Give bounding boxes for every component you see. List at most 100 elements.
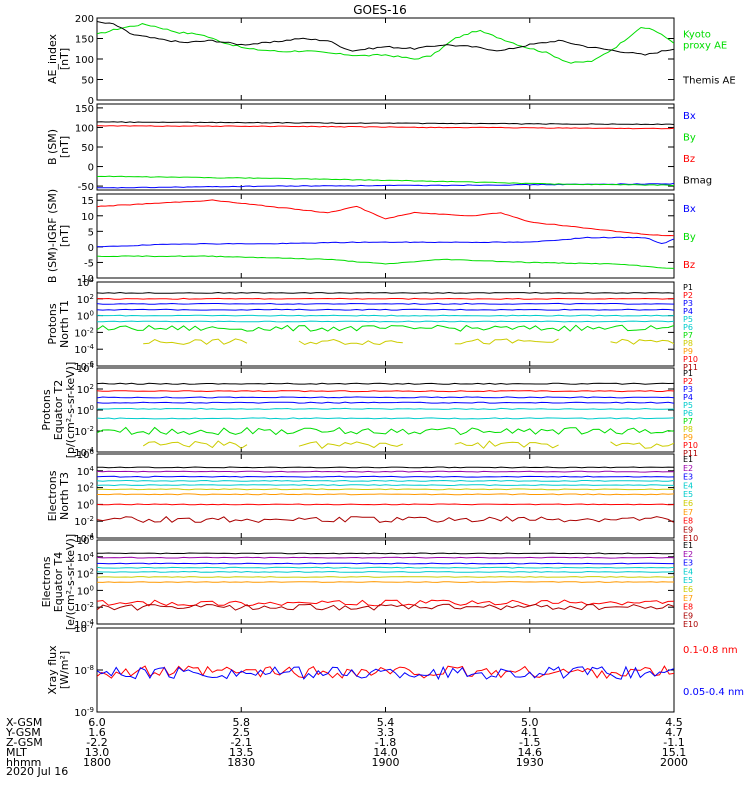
ephem-value: -1.5 xyxy=(519,736,540,749)
y-tick-label: 10 xyxy=(81,212,94,223)
series-legend-0: 0.1-0.8 nm xyxy=(683,645,738,656)
y-axis-label: [p/(cm²-s-sr-keV)] xyxy=(64,362,77,459)
channel-line-E3 xyxy=(97,475,674,478)
ephem-value: 5.0 xyxy=(521,716,539,729)
y-axis-label: B (SM) xyxy=(46,129,59,165)
channel-legend-E10: E10 xyxy=(683,534,698,543)
series-legend-1: Themis AE xyxy=(682,76,736,87)
channel-line-P5 xyxy=(97,314,674,317)
channel-legend-P5: P5 xyxy=(683,401,693,410)
channel-line-E1 xyxy=(97,466,674,469)
channel-line-E9 xyxy=(97,603,674,611)
channel-line-E2 xyxy=(97,556,674,559)
y-tick-label: 0 xyxy=(88,243,94,254)
y-tick-label: 106 xyxy=(77,534,95,547)
channel-legend-P5: P5 xyxy=(683,315,693,324)
channel-legend-P9: P9 xyxy=(683,433,693,442)
ephem-value: 2000 xyxy=(660,756,688,769)
channel-legend-E4: E4 xyxy=(683,567,693,576)
y-axis-label: Electrons xyxy=(46,470,59,521)
channel-legend-P3: P3 xyxy=(683,299,693,308)
channel-legend-P2: P2 xyxy=(683,291,693,300)
channel-line-P3 xyxy=(97,302,674,305)
channel-legend-E2: E2 xyxy=(683,464,693,473)
plot-title: GOES-16 xyxy=(353,3,407,17)
ephem-row-label: Y-GSM xyxy=(5,726,41,739)
y-tick-label: 0 xyxy=(88,96,94,107)
series-legend-2: Bz xyxy=(683,260,695,271)
ephem-value: 6.0 xyxy=(88,716,106,729)
channel-legend-E1: E1 xyxy=(683,455,693,464)
channel-line-P6 xyxy=(97,320,674,323)
channel-line-P4 xyxy=(97,308,674,311)
y-tick-label: 100 xyxy=(77,584,94,597)
ephem-value: 15.1 xyxy=(662,746,687,759)
series-line-1 xyxy=(97,665,674,681)
channel-legend-P3: P3 xyxy=(683,385,693,394)
channel-legend-P8: P8 xyxy=(683,339,693,348)
ephem-value: 13.5 xyxy=(229,746,254,759)
y-tick-label: 106 xyxy=(77,448,95,461)
y-tick-label: 50 xyxy=(81,143,94,154)
channel-legend-E1: E1 xyxy=(683,541,693,550)
channel-line-P6 xyxy=(97,417,674,420)
y-tick-label: 104 xyxy=(77,465,95,478)
channel-legend-E9: E9 xyxy=(683,611,693,620)
channel-legend-P7: P7 xyxy=(683,331,693,340)
y-axis-label: Electrons xyxy=(40,556,53,607)
series-legend-1: By xyxy=(683,132,696,143)
ephem-value: -1.8 xyxy=(375,736,396,749)
y-tick-label: 10-2 xyxy=(74,326,94,339)
series-legend-3: Bmag xyxy=(683,175,712,186)
series-legend-0: Bx xyxy=(683,111,696,122)
y-tick-label: 104 xyxy=(77,551,95,564)
ephem-row-label: MLT xyxy=(6,746,27,759)
ephem-value: 14.6 xyxy=(518,746,543,759)
channel-line-P7 xyxy=(97,426,674,436)
y-tick-label: 15 xyxy=(81,196,94,207)
ephem-value: 5.8 xyxy=(233,716,251,729)
plot-area xyxy=(97,121,674,189)
y-tick-label: 10-7 xyxy=(74,622,94,635)
channel-legend-P2: P2 xyxy=(683,377,693,386)
channel-legend-E2: E2 xyxy=(683,550,693,559)
series-legend-0: Bx xyxy=(683,204,696,215)
y-tick-label: 100 xyxy=(75,123,94,134)
channel-legend-P6: P6 xyxy=(683,409,693,418)
y-axis-label: AE_index xyxy=(46,33,59,84)
series-line-0 xyxy=(97,236,674,248)
ephem-value: 4.7 xyxy=(665,726,683,739)
series-legend-1: By xyxy=(683,232,696,243)
ephem-row-label: X-GSM xyxy=(6,716,42,729)
channel-legend-E5: E5 xyxy=(683,576,693,585)
y-tick-label: 100 xyxy=(77,404,94,417)
ephem-value: -2.2 xyxy=(86,736,107,749)
channel-line-E4 xyxy=(97,479,674,482)
y-tick-label: 50 xyxy=(81,76,94,87)
y-tick-label: 200 xyxy=(75,14,94,25)
y-tick-label: 10-2 xyxy=(74,601,94,614)
y-axis-label: Equator T4 xyxy=(52,552,65,612)
channel-line-P5 xyxy=(97,407,674,410)
channel-legend-P10: P10 xyxy=(683,355,698,364)
y-tick-label: 5 xyxy=(88,227,94,238)
series-legend-1: 0.05-0.4 nm xyxy=(683,687,744,698)
channel-legend-E5: E5 xyxy=(683,490,693,499)
y-tick-label: 102 xyxy=(77,293,94,306)
channel-legend-P7: P7 xyxy=(683,417,693,426)
y-axis-label: Equator T2 xyxy=(52,380,65,440)
plot-area xyxy=(97,382,674,449)
channel-legend-E6: E6 xyxy=(683,499,693,508)
y-tick-label: 150 xyxy=(75,35,94,46)
ephem-value: 4.1 xyxy=(521,726,539,739)
channel-line-E3 xyxy=(97,562,674,565)
channel-line-P1 xyxy=(97,291,674,294)
ephem-value: 3.3 xyxy=(377,726,395,739)
channel-legend-P4: P4 xyxy=(683,307,693,316)
y-axis-label: [nT] xyxy=(58,136,71,158)
channel-legend-P1: P1 xyxy=(683,369,693,378)
